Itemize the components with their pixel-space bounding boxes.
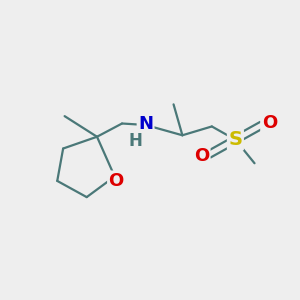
Text: S: S xyxy=(228,130,242,149)
Text: O: O xyxy=(194,147,209,165)
Text: N: N xyxy=(138,116,153,134)
Text: O: O xyxy=(109,172,124,190)
Text: O: O xyxy=(262,115,277,133)
Text: H: H xyxy=(128,132,142,150)
